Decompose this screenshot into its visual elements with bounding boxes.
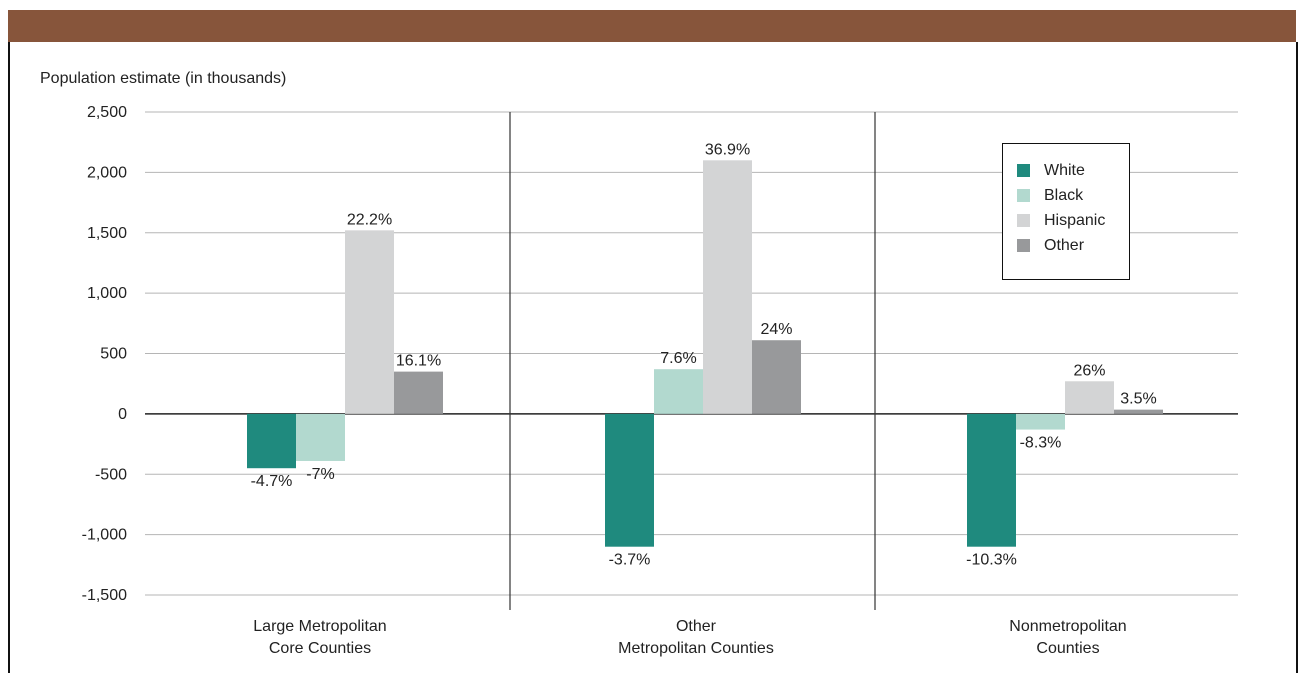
x-category-label-other-metro: Other Metropolitan Counties (566, 616, 826, 660)
data-label-other-1: 24% (760, 321, 792, 338)
x-category-label-nonmetro: Nonmetropolitan Counties (938, 616, 1198, 660)
header-bar (8, 10, 1296, 42)
group-dividers (509, 112, 876, 610)
data-label-white-1: -3.7% (609, 552, 651, 569)
data-label-white-2: -10.3% (966, 552, 1017, 569)
y-tick-label: 0 (118, 406, 127, 423)
bars (247, 160, 1163, 547)
bar-white-0 (247, 413, 296, 469)
x-category-label-large-metro: Large Metropolitan Core Counties (190, 616, 450, 660)
y-tick-label: 2,000 (87, 164, 127, 181)
legend-item-black: Black (1017, 183, 1129, 208)
data-label-other-2: 3.5% (1120, 391, 1156, 408)
y-tick-label: -1,500 (82, 587, 127, 604)
data-label-hispanic-1: 36.9% (705, 141, 750, 158)
legend-swatch-white (1017, 164, 1030, 177)
top-strip (0, 0, 1304, 10)
bar-hispanic-0 (345, 230, 394, 414)
x-category-line-2: Core Counties (268, 640, 372, 657)
legend-label-hispanic: Hispanic (1044, 211, 1106, 229)
legend-item-white: White (1017, 158, 1129, 183)
y-tick-label: 2,500 (87, 104, 127, 121)
x-category-line-1: Other (675, 618, 716, 635)
legend: White Black Hispanic Other (1002, 143, 1130, 280)
data-label-white-0: -4.7% (251, 473, 293, 490)
y-tick-label: 1,000 (87, 285, 127, 302)
bar-other-0 (394, 371, 443, 414)
data-label-hispanic-2: 26% (1073, 362, 1105, 379)
bar-black-0 (296, 413, 345, 461)
y-tick-label: -1,000 (82, 527, 127, 544)
y-axis-title: Population estimate (in thousands) (40, 70, 287, 87)
bar-black-2 (1016, 413, 1065, 430)
legend-label-white: White (1044, 161, 1085, 179)
x-category-line-2: Metropolitan Counties (618, 640, 774, 657)
legend-swatch-hispanic (1017, 214, 1030, 227)
bar-hispanic-2 (1065, 381, 1114, 414)
legend-item-other: Other (1017, 233, 1129, 258)
data-label-black-1: 7.6% (660, 350, 696, 367)
y-tick-label: 1,500 (87, 225, 127, 242)
data-labels: -4.7% -3.7% -10.3% -7% 7.6% -8.3% 22.2% 36.9% 26… (251, 141, 1157, 568)
data-label-hispanic-0: 22.2% (347, 211, 392, 228)
x-category-line-2: Counties (1036, 640, 1100, 657)
data-label-black-0: -7% (306, 466, 334, 483)
y-tick-label: 500 (100, 346, 127, 363)
bar-hispanic-1 (703, 160, 752, 414)
bar-white-1 (605, 413, 654, 547)
bar-black-1 (654, 369, 703, 414)
legend-swatch-other (1017, 239, 1030, 252)
legend-label-black: Black (1044, 186, 1084, 204)
x-category-line-1: Large Metropolitan (253, 618, 387, 635)
legend-swatch-black (1017, 189, 1030, 202)
bar-other-1 (752, 340, 801, 414)
bar-other-2 (1114, 409, 1163, 414)
legend-item-hispanic: Hispanic (1017, 208, 1129, 233)
bar-white-2 (967, 413, 1016, 547)
y-tick-labels: 2,500 2,000 1,500 1,000 500 0 -500 -1,000 -1,500 (82, 104, 127, 604)
x-category-line-1: Nonmetropolitan (1009, 618, 1127, 635)
data-label-other-0: 16.1% (396, 353, 441, 370)
legend-label-other: Other (1044, 236, 1085, 254)
y-tick-label: -500 (95, 466, 127, 483)
data-label-black-2: -8.3% (1020, 435, 1062, 452)
